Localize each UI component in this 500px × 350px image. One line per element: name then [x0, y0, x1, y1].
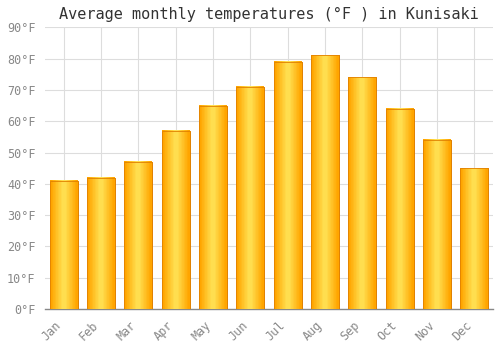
Bar: [386, 109, 413, 309]
Bar: [274, 62, 302, 309]
Bar: [274, 62, 302, 309]
Bar: [460, 168, 488, 309]
Bar: [348, 77, 376, 309]
Bar: [236, 87, 264, 309]
Bar: [162, 131, 190, 309]
Bar: [199, 106, 227, 309]
Bar: [311, 55, 339, 309]
Bar: [348, 77, 376, 309]
Bar: [162, 131, 190, 309]
Bar: [87, 177, 115, 309]
Bar: [386, 109, 413, 309]
Bar: [423, 140, 451, 309]
Bar: [87, 177, 115, 309]
Bar: [199, 106, 227, 309]
Bar: [236, 87, 264, 309]
Title: Average monthly temperatures (°F ) in Kunisaki: Average monthly temperatures (°F ) in Ku…: [59, 7, 479, 22]
Bar: [124, 162, 152, 309]
Bar: [311, 55, 339, 309]
Bar: [50, 181, 78, 309]
Bar: [460, 168, 488, 309]
Bar: [50, 181, 78, 309]
Bar: [423, 140, 451, 309]
Bar: [124, 162, 152, 309]
